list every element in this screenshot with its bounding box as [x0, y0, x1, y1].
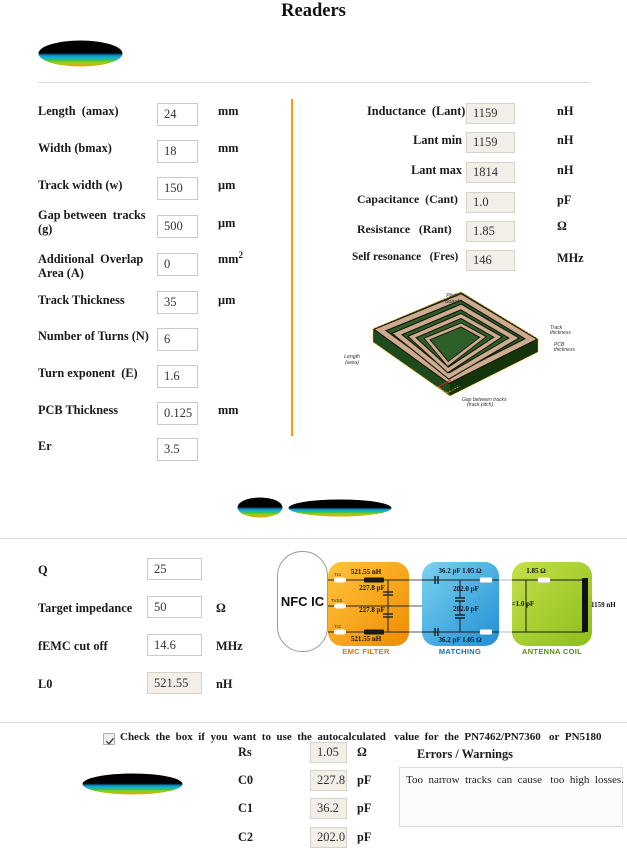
- svg-text:36.2 pF 1.05 Ω: 36.2 pF 1.05 Ω: [438, 636, 482, 644]
- svg-text:EMC FILTER: EMC FILTER: [342, 647, 390, 656]
- svg-text:227.8 pF: 227.8 pF: [359, 606, 385, 614]
- svg-text:ANTENNA COIL: ANTENNA COIL: [522, 647, 582, 656]
- svg-text:202.0 pF: 202.0 pF: [453, 585, 479, 593]
- svg-text:227.8 pF: 227.8 pF: [359, 584, 385, 592]
- svg-text:=1.0 pF: =1.0 pF: [512, 600, 535, 608]
- svg-text:MATCHING: MATCHING: [439, 647, 481, 656]
- svg-text:TVSS: TVSS: [331, 598, 342, 603]
- svg-text:Tx2: Tx2: [334, 624, 342, 629]
- svg-text:(track pitch): (track pitch): [467, 402, 493, 408]
- svg-text:521.55 nH: 521.55 nH: [351, 635, 382, 643]
- svg-text:thickness: thickness: [554, 347, 575, 353]
- svg-text:Board: Board: [445, 299, 460, 305]
- svg-text:(area): (area): [345, 360, 359, 366]
- svg-text:202.0 pF: 202.0 pF: [453, 605, 479, 613]
- svg-text:1159 nH: 1159 nH: [591, 601, 616, 609]
- svg-text:36.2 pF 1.05 Ω: 36.2 pF 1.05 Ω: [438, 567, 482, 575]
- svg-text:1.85 Ω: 1.85 Ω: [526, 567, 546, 575]
- svg-text:thickness: thickness: [550, 330, 571, 336]
- svg-text:521.55 nH: 521.55 nH: [351, 568, 382, 576]
- svg-text:Tx1: Tx1: [334, 572, 342, 577]
